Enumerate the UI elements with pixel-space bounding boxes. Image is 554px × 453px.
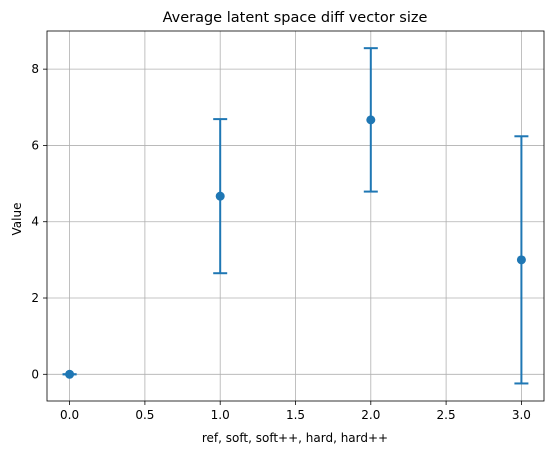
- data-point: [215, 191, 225, 201]
- y-axis-label: Value: [10, 203, 24, 236]
- data-point-group: [62, 369, 77, 379]
- x-tick-label: 2.0: [361, 408, 380, 422]
- y-tick-label: 4: [31, 215, 39, 229]
- chart-title: Average latent space diff vector size: [163, 10, 428, 26]
- x-tick-label: 1.5: [286, 408, 305, 422]
- data-point-group: [514, 135, 529, 385]
- data-point: [516, 255, 526, 265]
- x-axis-label: ref, soft, soft++, hard, hard++: [202, 431, 388, 445]
- y-tick-label: 6: [31, 138, 39, 152]
- y-tick-label: 2: [31, 291, 39, 305]
- axis-ticks: 0.0 0.5 1.0 1.5 2.0 2.5 3.0 0 2 4 6 8: [31, 62, 531, 422]
- data-point-group: [363, 47, 378, 193]
- grid-lines: [47, 31, 544, 401]
- x-tick-label: 2.5: [437, 408, 456, 422]
- data-point-group: [213, 118, 228, 275]
- x-tick-label: 0.5: [135, 408, 154, 422]
- data-series: [62, 47, 529, 385]
- x-tick-label: 0.0: [60, 408, 79, 422]
- x-tick-label: 3.0: [512, 408, 531, 422]
- data-point: [65, 369, 75, 379]
- y-tick-label: 8: [31, 62, 39, 76]
- y-tick-label: 0: [31, 367, 39, 381]
- data-point: [366, 115, 376, 125]
- x-tick-label: 1.0: [211, 408, 230, 422]
